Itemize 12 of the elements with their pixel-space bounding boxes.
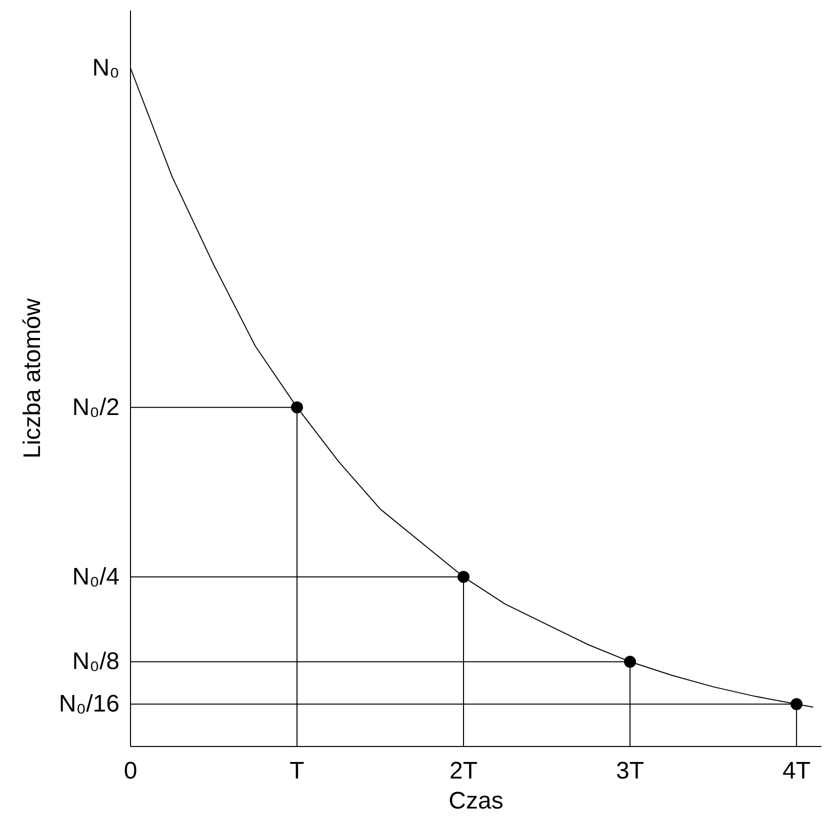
x-tick-label: 3T: [616, 758, 644, 784]
x-tick-label: 4T: [782, 758, 811, 784]
series-label: N₀/2: [72, 394, 120, 421]
y-axis-title: Liczba atomów: [18, 298, 46, 459]
x-tick-label: 2T: [450, 758, 478, 784]
series-label: N₀/8: [72, 648, 120, 676]
series-label: N₀/16: [58, 690, 120, 718]
x-tick-label: T: [290, 758, 305, 784]
x-tick-label: 0: [124, 758, 138, 784]
series-label: N₀/4: [72, 563, 120, 590]
series-label: N₀: [92, 54, 120, 82]
x-axis-title: Czas: [448, 788, 504, 814]
